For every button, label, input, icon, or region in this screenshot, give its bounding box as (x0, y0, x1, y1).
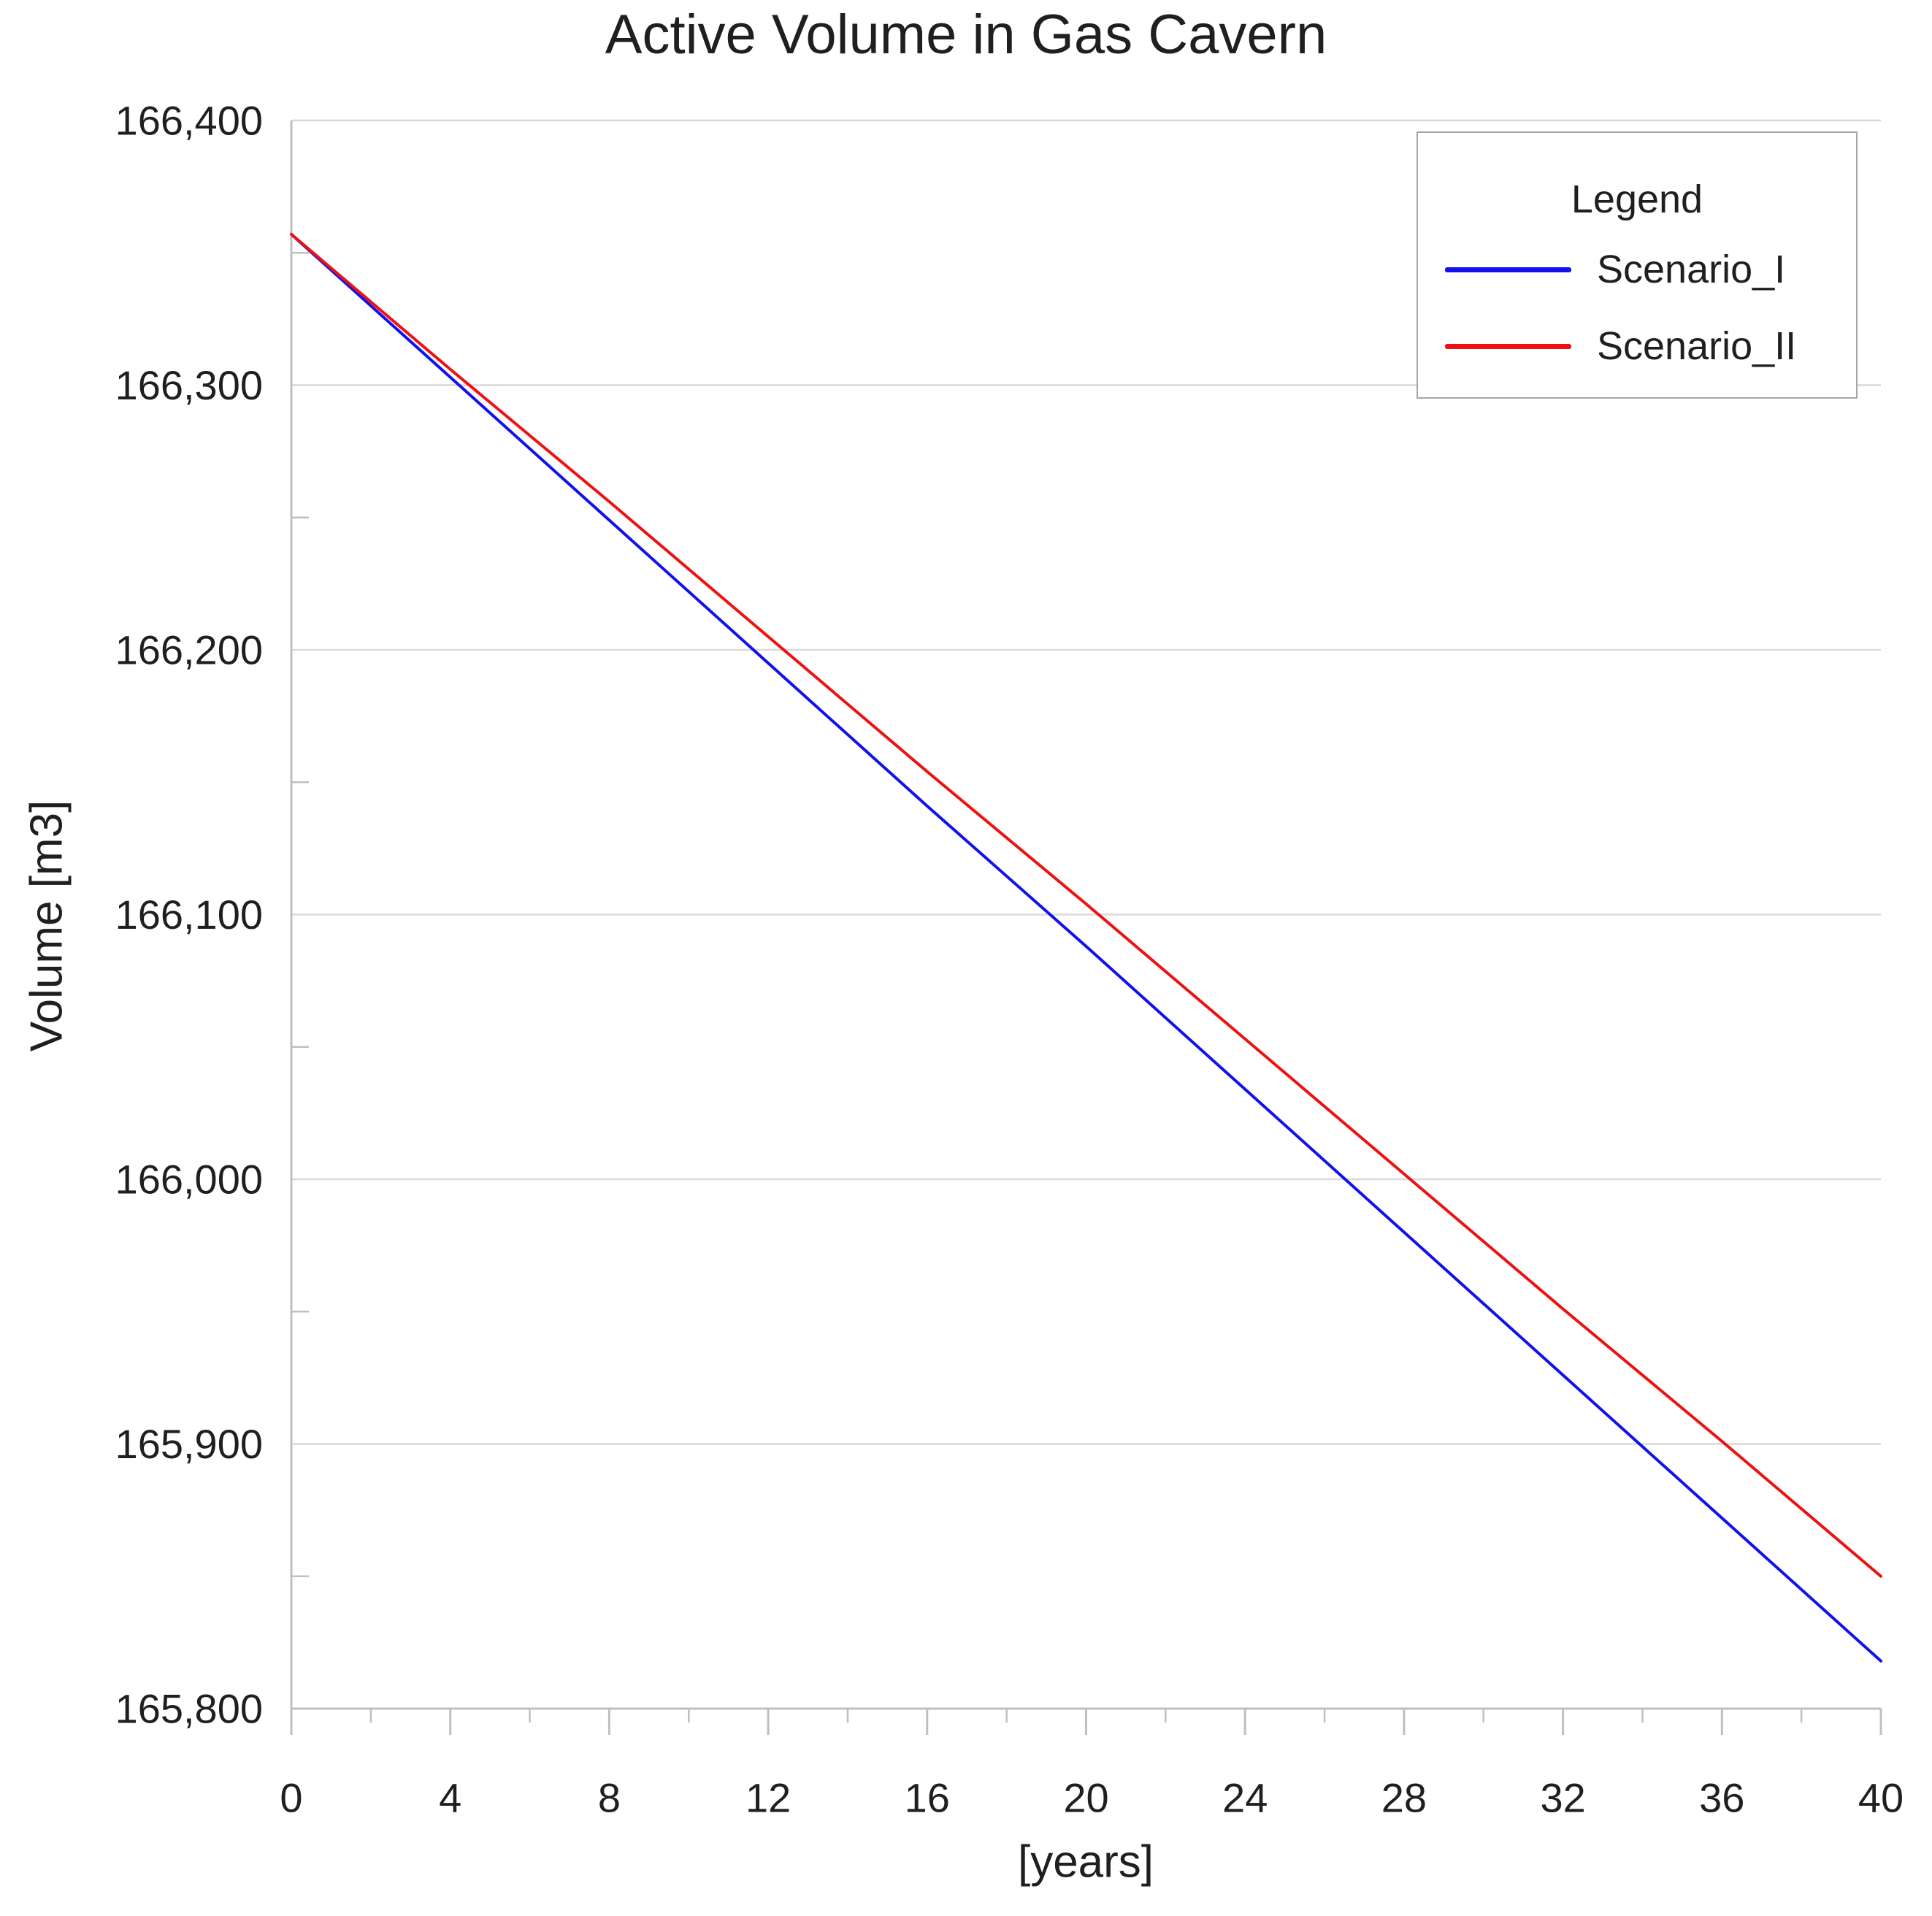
x-tick-label: 20 (1063, 1775, 1108, 1821)
y-tick-label: 165,800 (115, 1686, 263, 1732)
x-tick-label: 4 (439, 1775, 461, 1821)
x-tick-label: 28 (1381, 1775, 1427, 1821)
x-axis-title: [years] (1017, 1836, 1154, 1888)
y-tick-label: 165,900 (115, 1421, 263, 1467)
x-tick-label: 36 (1699, 1775, 1744, 1821)
legend-item: Scenario_I (1418, 246, 1856, 293)
x-tick-label: 24 (1222, 1775, 1268, 1821)
x-tick-label: 32 (1540, 1775, 1585, 1821)
y-tick-label: 166,000 (115, 1157, 263, 1203)
x-tick-label: 8 (598, 1775, 621, 1821)
legend-title: Legend (1571, 177, 1703, 221)
legend-item-label: Scenario_I (1597, 248, 1786, 291)
legend: Legend Scenario_I Scenario_II (1417, 131, 1858, 399)
y-tick-label: 166,100 (115, 892, 263, 938)
series-line-scenario_i (290, 232, 1882, 1663)
x-tick-label: 12 (745, 1775, 791, 1821)
legend-line-swatch (1445, 267, 1571, 272)
y-tick-label: 166,300 (115, 362, 263, 408)
y-tick-label: 166,400 (115, 98, 263, 144)
y-tick-label: 166,200 (115, 627, 263, 673)
series-line-scenario_ii (290, 232, 1882, 1578)
x-tick-label: 0 (280, 1775, 302, 1821)
x-tick-label: 16 (905, 1775, 950, 1821)
y-axis-title: Volume [m3] (21, 800, 72, 1052)
legend-item: Scenario_II (1418, 323, 1856, 369)
legend-line-swatch (1445, 343, 1571, 349)
chart-title: Active Volume in Gas Cavern (605, 4, 1327, 66)
legend-item-label: Scenario_II (1597, 324, 1797, 368)
x-tick-label: 40 (1858, 1775, 1904, 1821)
